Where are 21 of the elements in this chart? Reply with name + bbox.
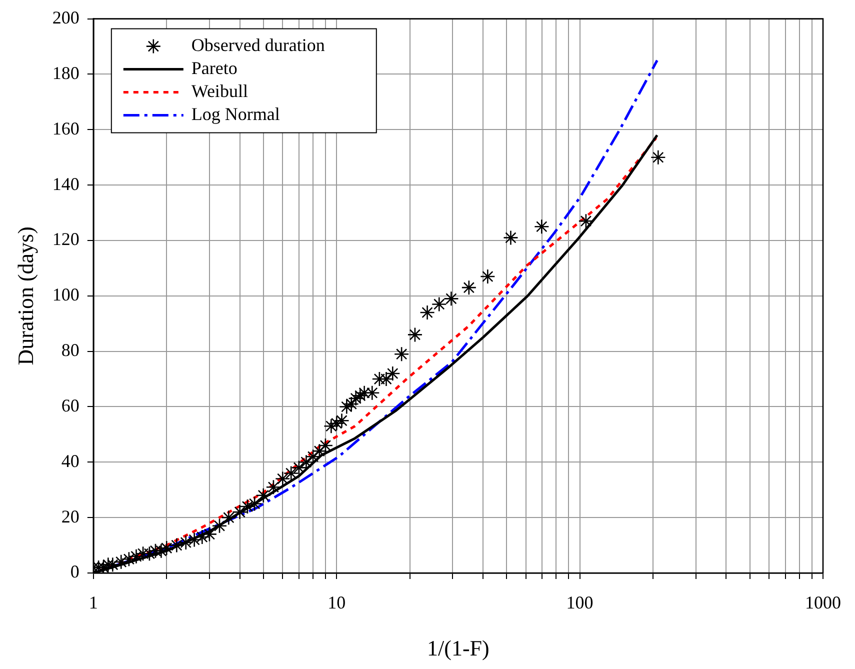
legend-label: Weibull xyxy=(191,81,248,102)
x-tick-label: 1000 xyxy=(805,592,841,613)
y-tick-label: 160 xyxy=(52,118,80,138)
x-tick-label: 10 xyxy=(328,592,346,613)
x-tick-label: 1 xyxy=(88,592,98,613)
y-tick-label: 0 xyxy=(70,562,80,582)
y-tick-label: 60 xyxy=(61,395,80,416)
y-tick-label: 200 xyxy=(52,8,80,28)
y-tick-label: 100 xyxy=(52,284,80,305)
y-tick-label: 140 xyxy=(52,174,80,194)
y-tick-label: 40 xyxy=(61,450,80,471)
y-tick-label: 20 xyxy=(61,506,80,526)
y-tick-label: 180 xyxy=(52,62,80,83)
legend-label: Observed duration xyxy=(191,35,325,56)
x-axis-title: 1/(1-F) xyxy=(427,636,490,661)
x-tick-label: 100 xyxy=(566,592,594,613)
y-tick-label: 120 xyxy=(52,229,80,250)
legend-label: Pareto xyxy=(191,58,238,78)
y-axis-title: Duration (days) xyxy=(12,226,38,366)
legend-label: Log Normal xyxy=(191,104,280,124)
y-tick-label: 80 xyxy=(61,340,80,360)
